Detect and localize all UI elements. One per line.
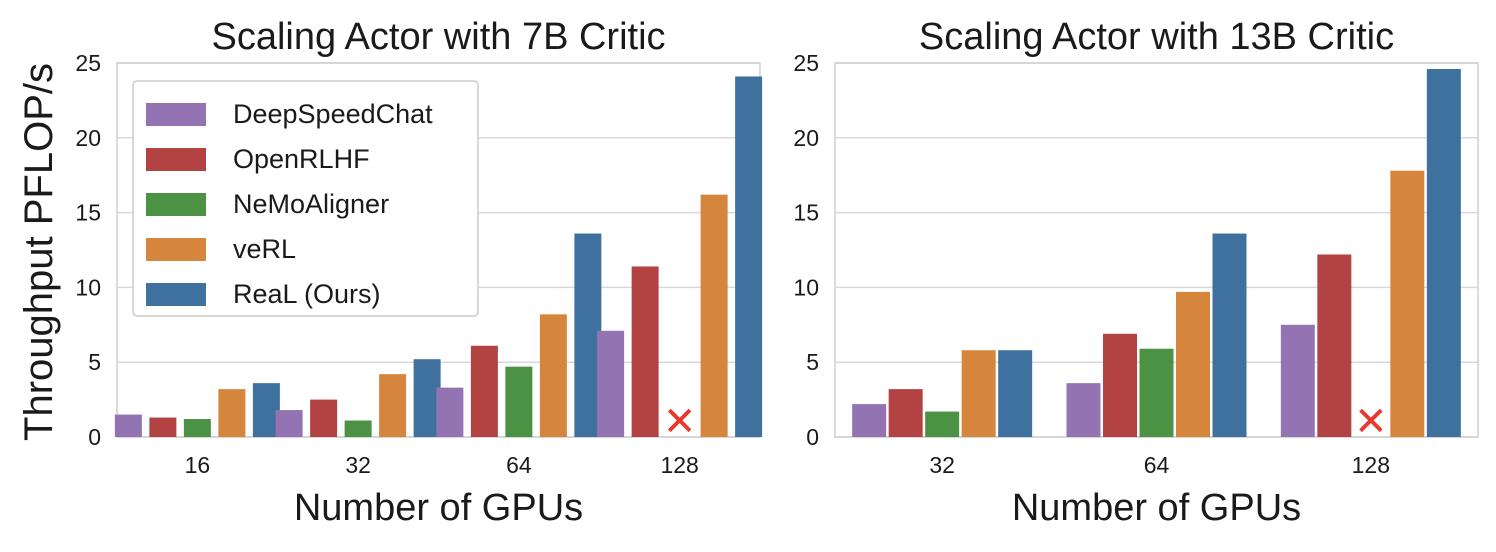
y-tick-label: 5 [88,349,101,375]
bar [379,374,407,437]
chart-title: Scaling Actor with 13B Critic [919,16,1394,58]
legend-box [132,80,479,317]
x-tick-label: 128 [1352,452,1390,478]
legend-swatch [146,148,206,171]
bar [1139,348,1174,437]
bar [539,314,567,437]
y-tick-label: 10 [793,274,819,300]
bar [1176,291,1210,437]
chart-panel-13b: 0 5 10 15 20 25 32 64 ✕ 128 Scaling Actor with 13B… [793,16,1479,529]
bar [1317,254,1352,437]
bar [574,233,602,437]
bar [252,383,280,437]
bar [700,194,728,437]
x-tick-label: 64 [506,452,532,478]
failure-marker: ✕ [663,400,697,444]
bar [597,330,625,437]
x-tick-label: 64 [1144,452,1170,478]
x-tick-label: 32 [929,452,955,478]
failure-marker: ✕ [1354,400,1388,444]
y-axis-label: Throughput PFLOP/s [17,63,61,441]
bar [888,389,923,437]
bar [925,411,960,437]
bar [149,417,177,437]
x-tick-label: 32 [345,452,371,478]
legend-label: veRL [233,234,296,264]
legend-swatch [146,283,206,306]
bar [1212,233,1247,437]
y-tick-label: 10 [75,274,101,300]
legend-swatch [146,238,206,261]
bar [1280,324,1315,437]
legend-swatch [146,193,206,216]
bar [735,76,763,438]
y-tick-label: 20 [793,125,819,151]
legend-label: DeepSpeedChat [233,99,433,129]
bar [998,350,1033,437]
bar [852,404,887,437]
x-tick-label: 128 [660,452,698,478]
chart-panel-7b: 0 5 10 15 20 25 16 32 64 ✕ 128 Scaling Actor with 7… [75,16,763,529]
legend-label: ReaL (Ours) [233,279,381,309]
bar [183,419,211,437]
bar [436,387,464,437]
y-tick-label: 15 [75,200,101,226]
legend-label: OpenRLHF [233,144,370,174]
bar [505,366,533,437]
y-tick-label: 15 [793,200,819,226]
x-tick-label: 16 [185,452,211,478]
x-axis-label: Number of GPUs [294,487,583,529]
y-tick-label: 25 [793,50,819,76]
legend-label: NeMoAligner [233,189,389,219]
y-tick-label: 0 [88,424,101,450]
bar [1066,383,1101,437]
chart-title: Scaling Actor with 7B Critic [211,16,665,58]
x-axis-label: Number of GPUs [1012,487,1301,529]
legend-swatch [146,103,206,126]
y-tick-label: 25 [75,50,101,76]
bar [470,345,498,437]
bar [218,389,246,437]
bar [310,399,338,437]
y-tick-label: 5 [806,349,819,375]
y-tick-label: 20 [75,125,101,151]
bar [275,410,303,437]
bar [631,266,659,437]
bar [413,359,441,437]
bar [1103,333,1137,437]
bar [961,350,996,437]
bar [1426,68,1461,437]
y-tick-label: 0 [806,424,819,450]
bar [344,420,372,437]
bar [1390,170,1425,437]
bar [114,414,142,437]
